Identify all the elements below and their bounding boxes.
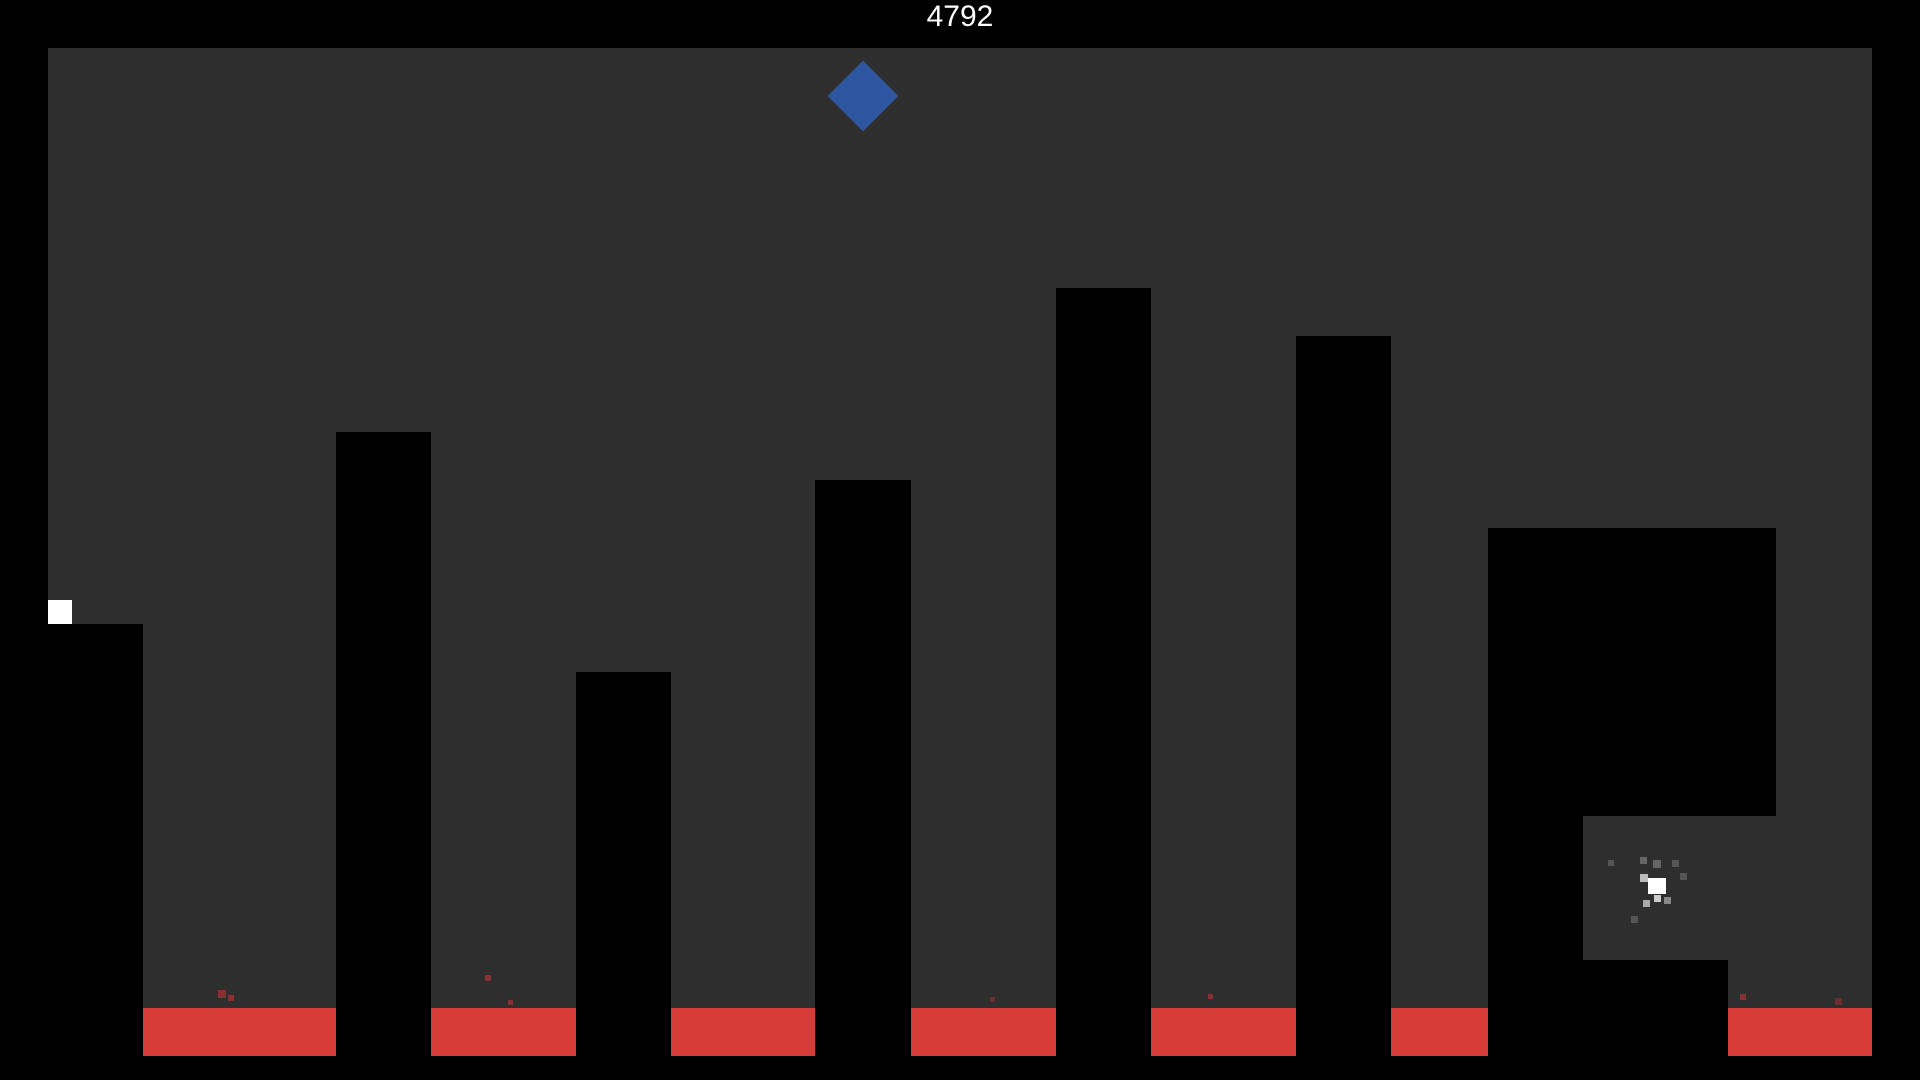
pillar-6: [1296, 336, 1391, 1056]
lava-2: [431, 1008, 576, 1056]
particle: [1664, 897, 1671, 904]
particle: [1631, 916, 1638, 923]
particle: [1643, 900, 1650, 907]
player-square: [48, 600, 72, 624]
particle: [1640, 857, 1647, 864]
pillar-2: [336, 432, 431, 1056]
lava-spark: [218, 990, 226, 998]
lava-3: [671, 1008, 815, 1056]
lava-4: [911, 1008, 1056, 1056]
lava-7: [1728, 1008, 1872, 1056]
block-top: [1488, 528, 1776, 816]
particle: [1608, 860, 1614, 866]
lava-6: [1391, 1008, 1488, 1056]
lava-1: [143, 1008, 336, 1056]
particle: [1640, 874, 1648, 882]
block-step: [1583, 960, 1728, 1056]
score-display: 4792: [926, 0, 994, 33]
pillar-5: [1056, 288, 1151, 1056]
lava-spark: [1208, 994, 1213, 999]
pillar-1: [48, 624, 143, 1056]
particle-core: [1648, 878, 1666, 894]
lava-spark: [485, 975, 491, 981]
lava-spark: [1740, 994, 1746, 1000]
pillar-4: [815, 480, 911, 1056]
lava-spark: [1835, 998, 1842, 1005]
pillar-3: [576, 672, 671, 1056]
particle: [1653, 860, 1661, 868]
lava-spark: [228, 995, 234, 1001]
lava-spark: [508, 1000, 513, 1005]
particle: [1672, 860, 1679, 867]
particle: [1654, 895, 1661, 902]
lava-spark: [990, 997, 995, 1002]
block-column: [1488, 816, 1583, 1056]
particle: [1680, 873, 1687, 880]
lava-5: [1151, 1008, 1296, 1056]
